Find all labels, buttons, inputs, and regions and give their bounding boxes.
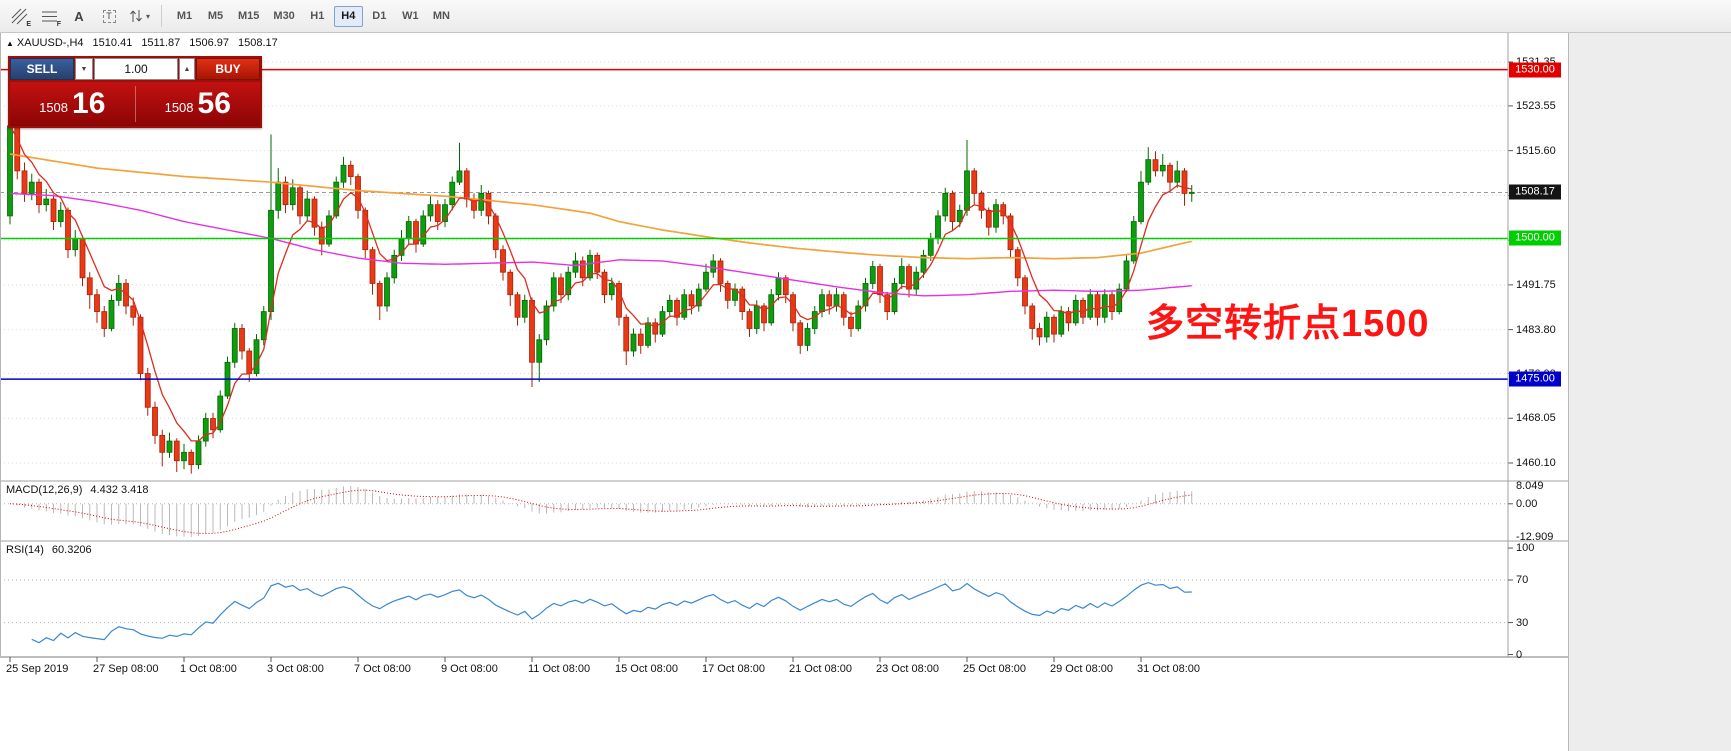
chart-text-annotation[interactable]: 多空转折点1500 — [1146, 303, 1430, 345]
rsi-axis-label: 0 — [1516, 648, 1523, 661]
price-tick-label: 1515.60 — [1516, 144, 1556, 157]
macd-axis-label: 0.00 — [1516, 497, 1538, 510]
sell-button[interactable]: SELL — [10, 58, 74, 80]
price-divider — [134, 86, 136, 122]
bid-price[interactable]: 1508 16 — [10, 82, 135, 126]
symbol-info: ▲ XAUUSD-,H4 1510.41 1511.87 1506.97 1508.17 — [6, 37, 278, 49]
timeframe-button-m5[interactable]: M5 — [207, 10, 224, 22]
timeframe-button-mn[interactable]: MN — [432, 10, 450, 22]
one-click-trading-panel: SELL ▼ ▲ BUY 1508 16 1508 56 — [8, 56, 262, 128]
ohlc-high: 1511.87 — [141, 37, 181, 49]
bid-price-big: 16 — [72, 87, 106, 120]
trade-controls-row: SELL ▼ ▲ BUY — [10, 58, 260, 80]
collapse-triangle-icon[interactable]: ▲ — [6, 39, 14, 48]
text-tool-icon[interactable]: A — [74, 8, 84, 24]
macd-values: 4.432 3.418 — [90, 484, 149, 496]
bid-ask-row: 1508 16 1508 56 — [10, 82, 260, 126]
ma-orange-line — [9, 153, 1192, 260]
drawing-tools-group: E F A T ▾ — [4, 4, 154, 28]
ask-price[interactable]: 1508 56 — [136, 82, 261, 126]
line-studies-tool-icon[interactable]: F — [35, 4, 63, 28]
time-axis-label: 1 Oct 08:00 — [180, 663, 237, 675]
timeframes-group: M1 M5 M15 M30 H1 H4 D1 W1 MN — [169, 5, 457, 27]
macd-histogram — [16, 486, 1193, 537]
textbox-tool-icon[interactable]: T — [95, 4, 123, 28]
macd-axis-label: 8.049 — [1516, 480, 1544, 492]
ask-price-big: 56 — [197, 87, 231, 120]
volume-increase-button[interactable]: ▲ — [179, 58, 195, 80]
timeframe-button-h1[interactable]: H1 — [310, 10, 325, 22]
time-axis-label: 11 Oct 08:00 — [528, 663, 591, 675]
volume-input[interactable] — [94, 58, 178, 80]
time-axis-label: 23 Oct 08:00 — [876, 663, 939, 675]
price-tick-label: 1483.80 — [1516, 323, 1556, 336]
arrows-tool-icon[interactable]: ▾ — [125, 4, 153, 28]
rsi-title: RSI(14) — [6, 544, 44, 556]
buy-button[interactable]: BUY — [196, 58, 260, 80]
macd-axis-label: -12.909 — [1516, 531, 1554, 543]
price-tick-label: 1523.55 — [1516, 99, 1556, 112]
ohlc-open: 1510.41 — [92, 37, 133, 49]
macd-title: MACD(12,26,9) — [6, 484, 83, 496]
price-tick-label: 1460.10 — [1516, 456, 1556, 469]
time-axis-label: 9 Oct 08:00 — [441, 663, 498, 675]
timeframe-button-m15[interactable]: M15 — [238, 10, 260, 22]
time-axis-label: 27 Sep 08:00 — [93, 663, 159, 675]
tool-sub-label: E — [26, 21, 31, 28]
time-axis-label: 31 Oct 08:00 — [1137, 663, 1200, 675]
symbol-name: XAUUSD-,H4 — [16, 37, 84, 49]
bid-price-small: 1508 — [39, 99, 69, 115]
chart-canvas[interactable] — [0, 33, 1568, 681]
timeframe-button-m1[interactable]: M1 — [176, 10, 193, 22]
time-axis-label: 15 Oct 08:00 — [615, 663, 678, 675]
time-axis-label: 21 Oct 08:00 — [789, 663, 852, 675]
price-tick-label: 1491.75 — [1516, 278, 1556, 291]
main-toolbar: E F A T ▾ M1 M5 M15 M30 H1 H4 D1 W1 MN — [0, 0, 1731, 33]
price-tick-label: 1468.05 — [1516, 412, 1556, 425]
ma-red-line — [9, 125, 1192, 442]
rsi-axis-label: 30 — [1516, 616, 1529, 629]
price-badge-1500.00: 1500.00 — [1509, 230, 1561, 246]
rsi-header: RSI(14) 60.3206 — [6, 544, 92, 556]
time-axis-label: 25 Sep 2019 — [6, 663, 69, 675]
toolbar-separator — [161, 5, 162, 27]
price-badge-1508.17: 1508.17 — [1509, 184, 1561, 200]
macd-header: MACD(12,26,9) 4.432 3.418 — [6, 484, 149, 496]
rsi-line — [31, 581, 1192, 644]
ask-price-small: 1508 — [164, 99, 194, 115]
grid-layer — [0, 61, 1513, 464]
price-badge-1475.00: 1475.00 — [1509, 371, 1561, 387]
rsi-axis-label: 70 — [1516, 573, 1529, 586]
ohlc-low: 1506.97 — [189, 37, 230, 49]
dropdown-caret-icon[interactable]: ▾ — [145, 11, 150, 21]
right-gutter — [1568, 33, 1731, 751]
crosslines-tool-icon[interactable]: E — [5, 4, 33, 28]
candles-layer — [7, 117, 1195, 474]
caret-up-icon: ▲ — [183, 65, 191, 73]
timeframe-button-w1[interactable]: W1 — [402, 10, 419, 22]
time-axis-label: 7 Oct 08:00 — [354, 663, 411, 675]
ohlc-close: 1508.17 — [238, 37, 278, 49]
price-badge-1530.00: 1530.00 — [1509, 62, 1561, 78]
ma-magenta-line — [9, 192, 1192, 297]
time-axis-label: 29 Oct 08:00 — [1050, 663, 1113, 675]
time-axis-label: 25 Oct 08:00 — [963, 663, 1026, 675]
time-axis-label: 17 Oct 08:00 — [702, 663, 765, 675]
macd-signal-line — [9, 489, 1192, 535]
rsi-axis-label: 100 — [1516, 542, 1535, 555]
volume-dropdown-button[interactable]: ▼ — [75, 58, 93, 80]
timeframe-button-m30[interactable]: M30 — [273, 10, 295, 22]
rsi-value: 60.3206 — [51, 544, 92, 556]
timeframe-button-d1[interactable]: D1 — [372, 10, 387, 22]
tool-sub-label: F — [56, 21, 61, 28]
caret-down-icon: ▼ — [80, 65, 88, 73]
timeframe-button-h4[interactable]: H4 — [333, 5, 363, 27]
time-axis-label: 3 Oct 08:00 — [267, 663, 324, 675]
